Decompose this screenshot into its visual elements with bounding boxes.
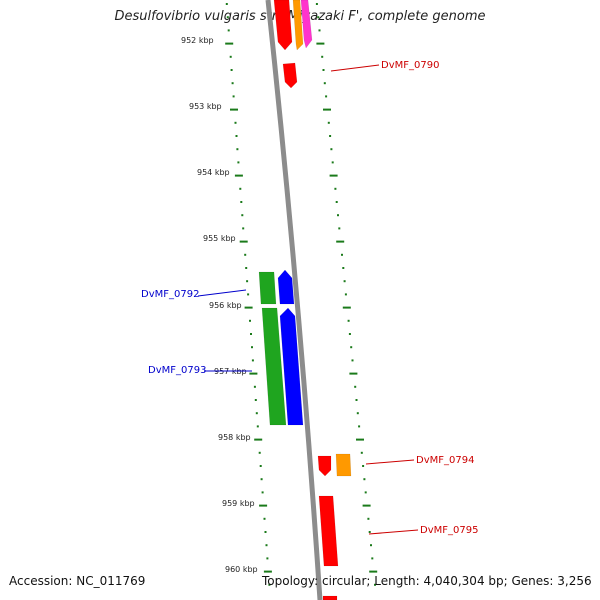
- cds-feature-dvmf-0792[interactable]: [277, 269, 295, 305]
- gene-label-dvmf-0792[interactable]: DvMF_0792: [141, 289, 199, 300]
- outer-tick-track: [315, 3, 378, 586]
- cds-feature-orange[interactable]: [292, 0, 304, 51]
- cds-feature-dvmf-0790[interactable]: [282, 62, 298, 89]
- gene-label-dvmf-0790[interactable]: DvMF_0790: [381, 60, 439, 71]
- tick-label: 959 kbp: [222, 499, 255, 508]
- cds-feature-dvmf-0793[interactable]: [279, 307, 304, 426]
- tick-label-group: 952 kbp 953 kbp 954 kbp 955 kbp 956 kbp …: [181, 36, 258, 574]
- gene-label-dvmf-0795[interactable]: DvMF_0795: [420, 525, 478, 536]
- gene-label-dvmf-0793[interactable]: DvMF_0793: [148, 365, 206, 376]
- feature-track: [258, 0, 352, 600]
- leader-line-dvmf-0794: [365, 459, 415, 465]
- tick-label: 960 kbp: [225, 565, 258, 574]
- cds-feature-dvmf-0794[interactable]: [317, 455, 332, 477]
- leader-line-dvmf-0795: [368, 529, 419, 535]
- gene-label-group: DvMF_0790 DvMF_0792 DvMF_0793 DvMF_0794 …: [141, 60, 478, 536]
- cds-feature-dvmf-0792-green[interactable]: [258, 271, 277, 305]
- tick-label: 955 kbp: [203, 234, 236, 243]
- genome-backbone: [265, 0, 323, 600]
- tick-label: 956 kbp: [209, 301, 242, 310]
- tick-label: 954 kbp: [197, 168, 230, 177]
- tick-label: 953 kbp: [189, 102, 222, 111]
- tick-label: 958 kbp: [218, 433, 251, 442]
- cds-feature-dvmf-0795[interactable]: [318, 495, 339, 567]
- cds-feature-dvmf-0793-green[interactable]: [261, 307, 287, 426]
- cds-feature-magenta[interactable]: [300, 0, 313, 49]
- tick-label: 952 kbp: [181, 36, 214, 45]
- cds-feature-dvmf-0794-orange[interactable]: [335, 453, 352, 477]
- gene-label-dvmf-0794[interactable]: DvMF_0794: [416, 455, 474, 466]
- cds-feature-red-bottom[interactable]: [322, 595, 338, 600]
- accession-label: Accession: NC_011769: [9, 574, 146, 588]
- genome-stats-label: Topology: circular; Length: 4,040,304 bp…: [262, 574, 592, 588]
- leader-line-dvmf-0792: [197, 289, 247, 297]
- cds-feature-red[interactable]: [273, 0, 293, 51]
- leader-line-dvmf-0790: [330, 64, 380, 72]
- inner-tick-track: [225, 3, 272, 586]
